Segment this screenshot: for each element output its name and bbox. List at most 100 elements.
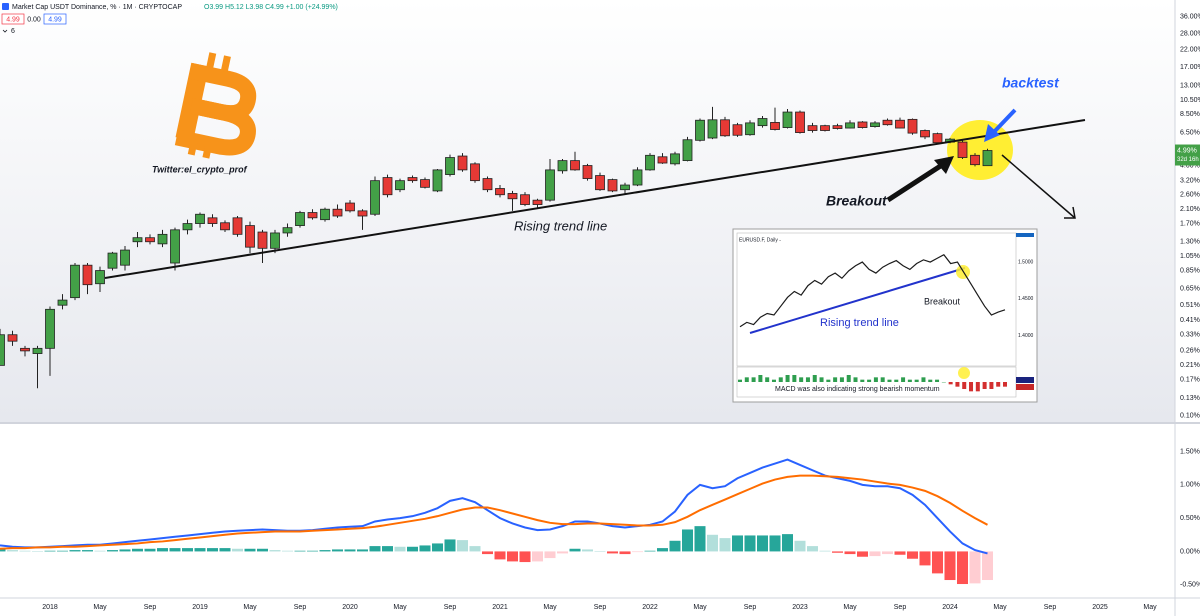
macd-pane — [0, 424, 1175, 598]
candle-body — [95, 270, 105, 285]
macd-histogram-bar — [157, 548, 168, 552]
macd-histogram-bar — [207, 548, 218, 552]
candle-body — [870, 122, 880, 128]
macd-histogram-bar — [294, 550, 306, 552]
candle-body — [557, 160, 568, 172]
candle-body — [932, 133, 943, 144]
inset-highlight — [958, 367, 970, 379]
candle-body — [320, 208, 330, 221]
macd-histogram-bar — [707, 534, 718, 552]
candle-body — [882, 119, 893, 126]
inset-axis-box — [1016, 233, 1034, 237]
bitcoin-logo — [174, 52, 257, 159]
candle-body — [195, 213, 205, 224]
inset-macd-bar — [771, 379, 776, 382]
macd-histogram-bar — [594, 551, 606, 552]
x-tick-label: Sep — [444, 604, 457, 611]
macd-histogram-bar — [469, 546, 481, 552]
candle-body — [132, 237, 143, 243]
candle-body — [307, 212, 318, 219]
inset-macd-bar — [921, 377, 926, 382]
macd-histogram-bar — [244, 548, 256, 552]
candle-body — [57, 299, 68, 306]
indicator-toggle[interactable] — [2, 29, 8, 33]
macd-histogram-bar — [644, 550, 656, 552]
target-arrow — [1001, 154, 1076, 219]
inset-macd-bar — [799, 377, 804, 382]
candle-body — [857, 121, 868, 128]
candle-body — [957, 141, 968, 158]
breakout-arrowhead — [934, 156, 954, 174]
candle-body — [645, 154, 655, 171]
candle-body — [832, 125, 843, 129]
candle-body — [332, 208, 343, 217]
macd-histogram-bar — [944, 551, 956, 581]
spread: 0.00 — [27, 16, 41, 23]
macd-histogram-bar — [169, 548, 181, 552]
macd-histogram-bar — [319, 550, 331, 552]
y-tick-label: 1.05% — [1180, 253, 1200, 260]
inset-macd-bar — [996, 382, 1001, 387]
macd-histogram-bar — [882, 551, 893, 555]
candle-body — [632, 169, 643, 186]
macd-histogram-bar — [482, 551, 493, 555]
highlight-circle — [947, 120, 1013, 180]
macd-histogram-bar — [694, 526, 706, 552]
breakout-label: Breakout — [826, 193, 888, 209]
trend-label: Rising trend line — [514, 218, 607, 233]
y-tick-label: 0.85% — [1180, 267, 1200, 274]
candle-body — [920, 130, 930, 138]
candle-body — [620, 184, 630, 191]
y-tick-label: 1.50% — [1180, 448, 1200, 455]
x-tick-label: May — [243, 604, 257, 611]
x-tick-label: May — [993, 604, 1007, 611]
sell-button[interactable] — [1, 13, 25, 25]
candle-body — [807, 125, 818, 131]
macd-line — [0, 458, 988, 555]
macd-histogram-bar — [907, 551, 918, 559]
candle-body — [157, 233, 168, 245]
macd-histogram-bar — [619, 551, 631, 555]
backtest-arrowhead — [984, 124, 1000, 142]
inset-macd-bar — [880, 377, 885, 382]
inset-macd-bar — [785, 375, 790, 382]
inset-trend-line — [749, 267, 966, 334]
x-tick-label: May — [543, 604, 557, 611]
candle-body — [982, 150, 993, 167]
candle-body — [120, 249, 130, 266]
candle-body — [182, 223, 193, 231]
inset-macd-bar — [846, 375, 851, 382]
target-arrowhead — [1064, 206, 1076, 219]
candle-body — [370, 180, 380, 215]
x-tick-label: May — [693, 604, 707, 611]
candle-body — [532, 199, 543, 205]
inset-macd-bar — [989, 382, 994, 389]
macd-histogram-bar — [419, 545, 431, 552]
candle-body — [757, 118, 768, 127]
candle-body — [707, 119, 718, 139]
macd-histogram-bar — [957, 551, 968, 585]
macd-histogram-bar — [532, 551, 543, 562]
sell-price[interactable]: 4.99 — [6, 16, 20, 23]
indicator-count[interactable]: 6 — [11, 28, 15, 35]
buy-price[interactable]: 4.99 — [48, 16, 62, 23]
macd-plot — [0, 458, 993, 585]
candle-body — [407, 177, 418, 182]
x-tick-label: May — [393, 604, 407, 611]
candle-body — [607, 179, 618, 192]
macd-histogram-bar — [632, 551, 643, 553]
macd-histogram-bar — [757, 535, 768, 552]
countdown: 32d 16h — [1177, 157, 1199, 163]
twitter-handle: Twitter:el_crypto_prof — [152, 164, 248, 174]
inset-price-line — [739, 253, 1006, 328]
inset-macd-bar — [833, 377, 838, 382]
inset-macd-bar — [982, 382, 987, 389]
macd-histogram-bar — [144, 548, 156, 552]
macd-line — [0, 474, 988, 550]
x-tick-label: 2021 — [492, 604, 508, 611]
candle-body — [220, 222, 230, 231]
inset-macd-bar — [826, 379, 831, 382]
candle-body — [670, 153, 680, 165]
buy-button[interactable] — [43, 13, 67, 25]
